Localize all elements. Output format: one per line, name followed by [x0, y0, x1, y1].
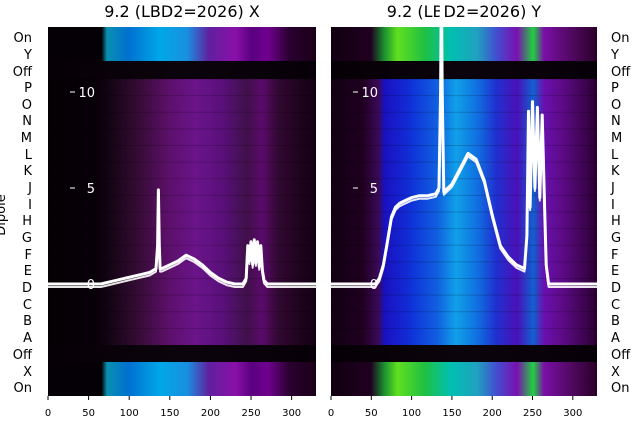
- row-label: K: [23, 164, 32, 179]
- row-label: O: [611, 98, 621, 113]
- row-label: B: [611, 314, 620, 329]
- x-tick-label: 50: [365, 408, 378, 419]
- row-label: K: [611, 164, 620, 179]
- chart-panel-x: 9.2 (LBD2=2026) X05101520250501001502002…: [0, 0, 316, 419]
- row-label: A: [611, 331, 620, 346]
- heatmap-band-gap-top: [331, 61, 597, 79]
- heatmap-band-y: [331, 27, 597, 61]
- row-label: F: [25, 248, 32, 263]
- row-label: X: [611, 365, 620, 380]
- orbit-trace-line-secondary: [48, 191, 316, 288]
- x-tick-label: 50: [82, 408, 95, 419]
- row-label: F: [611, 248, 618, 263]
- row-label: H: [611, 214, 621, 229]
- row-label: H: [22, 214, 32, 229]
- heatmap-band-main: [48, 79, 316, 345]
- row-label: G: [22, 231, 32, 246]
- row-label: N: [611, 114, 621, 129]
- row-label: L: [611, 148, 619, 163]
- row-label: C: [23, 298, 32, 313]
- x-tick-label: 300: [282, 408, 301, 419]
- x-tick-label: 200: [201, 408, 220, 419]
- x-tick-label: 0: [45, 408, 51, 419]
- row-label: Off: [13, 348, 33, 363]
- y-tick-label: 10: [78, 86, 95, 101]
- row-label: N: [22, 114, 32, 129]
- row-label: On: [611, 381, 629, 396]
- heatmap-band-y: [48, 27, 316, 61]
- row-label: E: [24, 264, 32, 279]
- x-tick-label: 250: [523, 408, 542, 419]
- row-label: On: [611, 31, 629, 46]
- x-tick-label: 100: [402, 408, 421, 419]
- row-label: B: [23, 314, 32, 329]
- heatmap-band-gap-top: [48, 61, 316, 79]
- row-label: A: [23, 331, 32, 346]
- row-label: Y: [610, 48, 619, 63]
- x-tick-label: 100: [120, 408, 139, 419]
- row-label: D: [22, 281, 32, 296]
- row-label: M: [21, 131, 32, 146]
- x-tick-label: 150: [160, 408, 179, 419]
- x-tick-label: 150: [442, 408, 461, 419]
- heatmap-band-x: [48, 362, 316, 396]
- row-label: O: [22, 98, 32, 113]
- row-label: Off: [611, 65, 631, 80]
- heatmap-band-gap-bottom: [331, 345, 597, 362]
- panel-title: 9.2 (LBD2=2026) X: [104, 2, 260, 21]
- row-label: J: [27, 181, 32, 196]
- row-label: G: [611, 231, 621, 246]
- row-label: I: [28, 198, 32, 213]
- x-tick-label: 300: [563, 408, 582, 419]
- heatmap-band-main: [331, 79, 597, 345]
- row-label: Y: [23, 48, 32, 63]
- y-tick-label: 10: [361, 86, 378, 101]
- row-label: D: [611, 281, 621, 296]
- row-label: On: [14, 381, 32, 396]
- x-tick-label: 200: [483, 408, 502, 419]
- heatmap-band-x: [331, 362, 597, 396]
- heatmap-band-gap-bottom: [48, 345, 316, 362]
- row-label: C: [611, 298, 620, 313]
- row-label: P: [24, 81, 32, 96]
- x-tick-label: 0: [328, 408, 334, 419]
- row-label: J: [610, 181, 615, 196]
- row-label: Off: [13, 65, 33, 80]
- row-label: P: [611, 81, 619, 96]
- x-tick-label: 250: [241, 408, 260, 419]
- y-axis-label: Dipole: [0, 194, 9, 235]
- y-tick-label: 15: [361, 0, 378, 5]
- row-label: L: [25, 148, 33, 163]
- row-label: On: [14, 31, 32, 46]
- row-label: M: [611, 131, 622, 146]
- row-label: X: [23, 365, 32, 380]
- y-tick-label: 15: [78, 0, 95, 5]
- row-label: E: [611, 264, 619, 279]
- y-tick-label: 5: [87, 182, 95, 197]
- row-label: I: [611, 198, 615, 213]
- row-label: Off: [611, 348, 631, 363]
- chart-panel-y: 9.2 (LBD2=2026) Y05101520250501001502002…: [328, 0, 631, 419]
- panel-title: 9.2 (LBD2=2026) Y: [387, 2, 542, 21]
- y-tick-label: 5: [370, 182, 378, 197]
- orbit-trace-line-secondary: [331, 0, 597, 288]
